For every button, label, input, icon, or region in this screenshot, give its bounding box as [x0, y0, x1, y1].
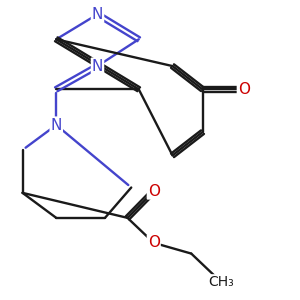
- Text: O: O: [148, 184, 160, 199]
- Text: CH₃: CH₃: [208, 275, 234, 289]
- Text: N: N: [92, 58, 103, 74]
- Text: N: N: [51, 118, 62, 133]
- Text: O: O: [238, 82, 250, 97]
- Text: O: O: [148, 236, 160, 250]
- Text: N: N: [92, 7, 103, 22]
